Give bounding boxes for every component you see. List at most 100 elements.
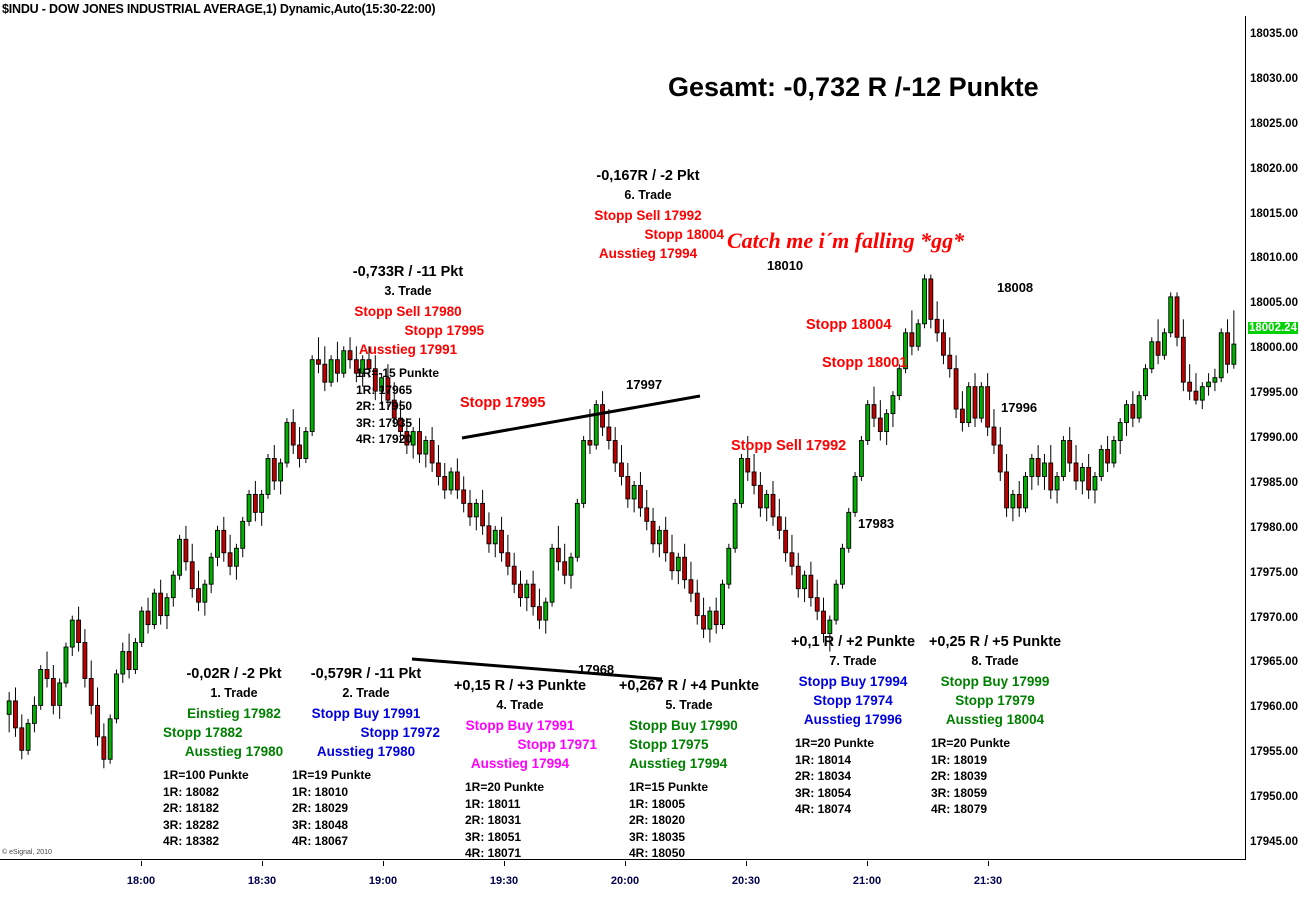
trade-exit-line: Ausstieg 17980: [316, 744, 416, 759]
last-price-badge: 18002.24: [1248, 322, 1298, 335]
candlestick-series: [6, 274, 1237, 769]
risk-level: 4R: 18067: [292, 834, 349, 848]
trade-number: 8. Trade: [971, 654, 1019, 668]
price-marker-17997: 17997: [626, 377, 663, 392]
trade-number: 3. Trade: [384, 284, 432, 298]
risk-level: 1R: 17965: [356, 382, 413, 397]
price-marker-17968: 17968: [578, 662, 615, 677]
trade-3-annotation: -0,733R / -11 Pkt 3. Trade Stopp Sell 17…: [332, 264, 484, 448]
trade-stop-line: Stopp 17882: [163, 725, 243, 740]
stop-label-17995: Stopp 17995: [460, 395, 546, 411]
risk-level: 4R: 18079: [931, 802, 988, 816]
trade-entry-line: Stopp Sell 17992: [594, 208, 702, 223]
risk-level: 2R: 18034: [795, 769, 852, 783]
stop-label-sell-17992: Stopp Sell 17992: [731, 438, 847, 454]
upper-trendline: [461, 394, 701, 440]
time-tick-mark: [867, 861, 868, 866]
trade-stop-line: Stopp 17975: [629, 737, 709, 752]
time-tick-mark: [262, 861, 263, 866]
trade-entry-line: Einstieg 17982: [187, 706, 281, 721]
risk-level: 3R: 18048: [292, 817, 349, 832]
risk-header: 1R=20 Punkte: [931, 736, 1011, 750]
price-tick: 17955.00: [1250, 746, 1298, 759]
price-tick: 18005.00: [1250, 297, 1298, 310]
time-tick-mark: [625, 861, 626, 866]
trade-7-annotation: +0,1 R / +2 Punkte 7. Trade Stopp Buy 17…: [783, 634, 923, 818]
price-axis[interactable]: 18035.00 18030.00 18025.00 18020.00 18015.00…: [1247, 16, 1310, 860]
price-tick: 18020.00: [1250, 162, 1298, 175]
risk-level: 1R: 18005: [629, 796, 686, 811]
trade-stop-line: Stopp 17971: [517, 737, 597, 752]
trade-entry-line: Stopp Buy 17991: [311, 706, 421, 721]
price-tick: 17995.00: [1250, 387, 1298, 400]
price-tick: 17965.00: [1250, 656, 1298, 669]
price-tick: 17975.00: [1250, 566, 1298, 579]
risk-level: 2R: 18182: [163, 801, 220, 815]
price-marker-17996: 17996: [1001, 400, 1038, 415]
trade-entry-line: Stopp Buy 17994: [798, 674, 908, 689]
risk-level: 2R: 18029: [292, 801, 349, 815]
chart-title: $INDU - DOW JONES INDUSTRIAL AVERAGE,1) …: [2, 2, 436, 16]
time-tick-mark: [383, 861, 384, 866]
risk-header: 1R=100 Punkte: [163, 768, 249, 782]
time-tick-mark: [504, 861, 505, 866]
trade-entry-line: Stopp Buy 17991: [465, 718, 575, 733]
price-tick: 18015.00: [1250, 207, 1298, 220]
trade-4-annotation: +0,15 R / +3 Punkte 4. Trade Stopp Buy 1…: [443, 678, 597, 862]
plot-area[interactable]: [0, 16, 1246, 860]
trade-stop-line: Stopp 17972: [360, 725, 440, 740]
risk-level: 2R: 18031: [465, 813, 522, 827]
copyright-watermark: © eSignal, 2010: [2, 849, 52, 856]
trade-number: 5. Trade: [665, 698, 713, 712]
lower-trendline: [411, 657, 663, 681]
stop-label-18004: Stopp 18004: [806, 317, 892, 333]
price-tick: 17970.00: [1250, 611, 1298, 624]
trade-result: +0,267 R / +4 Punkte: [618, 678, 760, 694]
trade-exit-line: Ausstieg 17980: [184, 744, 284, 759]
trade-result: -0,579R / -11 Pkt: [310, 666, 422, 682]
trade-exit-line: Ausstieg 17996: [803, 712, 903, 727]
price-tick: 17945.00: [1250, 836, 1298, 849]
stop-label-18001: Stopp 18001: [822, 355, 908, 371]
headline-total-result: Gesamt: -0,732 R /-12 Punkte: [668, 72, 1039, 102]
risk-header: 1R=20 Punkte: [795, 736, 875, 750]
time-tick-mark: [746, 861, 747, 866]
time-tick-label: 18:30: [247, 875, 277, 887]
risk-level: 1R: 18082: [163, 784, 220, 799]
risk-level: 3R: 18035: [629, 829, 686, 844]
time-tick-label: 19:00: [368, 875, 398, 887]
time-tick-mark: [141, 861, 142, 866]
trade-result: +0,15 R / +3 Punkte: [453, 678, 587, 694]
trade-stop-line: Stopp 18004: [644, 227, 724, 242]
time-axis[interactable]: © eSignal, 2010 18:00 18:30 19:00 19:30 20:0…: [0, 849, 1246, 911]
risk-level: 1R: 18010: [292, 784, 349, 799]
price-tick: 18035.00: [1250, 27, 1298, 40]
trade-number: 1. Trade: [210, 686, 258, 700]
price-marker-18010: 18010: [767, 258, 804, 273]
price-tick: 17960.00: [1250, 701, 1298, 714]
price-tick: 17950.00: [1250, 791, 1298, 804]
risk-level: 2R: 18039: [931, 769, 988, 783]
risk-level: 3R: 18051: [465, 829, 522, 844]
risk-header: 1R=-15 Punkte: [356, 366, 440, 380]
trade-entry-line: Stopp Sell 17980: [354, 304, 462, 319]
time-tick-label: 21:30: [973, 875, 1003, 887]
price-tick: 17990.00: [1250, 432, 1298, 444]
trade-result: -0,02R / -2 Pkt: [186, 666, 282, 682]
trade-exit-line: Ausstieg 17991: [358, 342, 458, 357]
price-tick: 18000.00: [1250, 342, 1298, 355]
catch-me-note: Catch me i´m falling *gg*: [727, 228, 965, 253]
trade-entry-line: Stopp Buy 17990: [629, 718, 738, 733]
risk-level: 2R: 18020: [629, 813, 686, 827]
risk-level: 3R: 18059: [931, 785, 988, 800]
risk-level: 1R: 18014: [795, 752, 852, 767]
risk-level: 4R: 17920: [356, 432, 413, 446]
price-marker-17983: 17983: [858, 516, 895, 531]
risk-header: 1R=19 Punkte: [292, 768, 372, 782]
time-tick-label: 20:00: [610, 875, 640, 887]
risk-level: 4R: 18074: [795, 802, 852, 816]
risk-level: 3R: 18282: [163, 817, 220, 832]
price-marker-18008: 18008: [997, 280, 1034, 295]
trade-stop-line: Stopp 17974: [813, 693, 893, 708]
trade-exit-line: Ausstieg 17994: [629, 756, 728, 771]
